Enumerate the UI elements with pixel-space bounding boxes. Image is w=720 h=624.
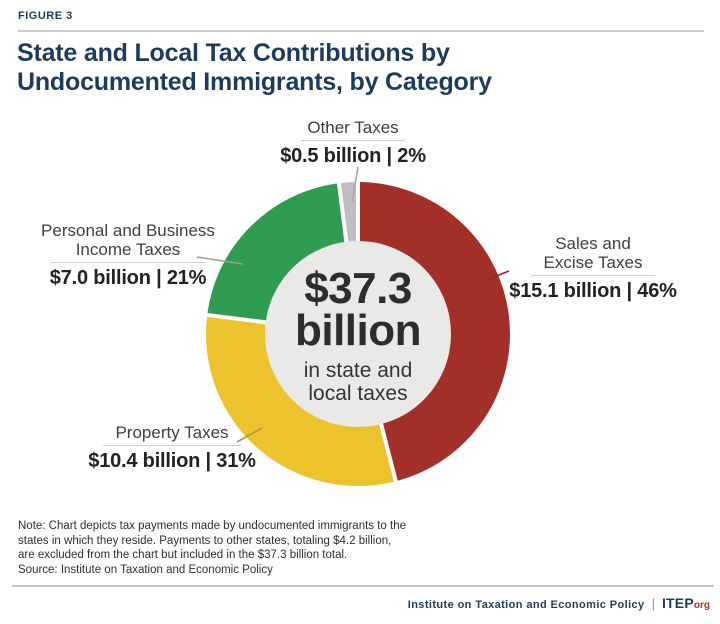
note-line3: are excluded from the chart but included… xyxy=(18,549,348,561)
callout-label-line2: Excise Taxes xyxy=(543,253,643,272)
slice-separator xyxy=(336,180,349,247)
note-line2: states in which they reside. Payments to… xyxy=(18,534,392,547)
callout-label: Property Taxes xyxy=(115,423,229,442)
total-amount: $37.3 xyxy=(304,264,412,313)
callout-label: Personal and Business Income Taxes xyxy=(22,221,234,259)
total-caption-line2: local taxes xyxy=(308,382,408,405)
leader-line-other-taxes xyxy=(351,166,359,203)
note-block: Note: Chart depicts tax payments made by… xyxy=(18,519,406,577)
leader-line-personal-and-business-income-taxes xyxy=(196,256,244,265)
callout-value: $10.4 billion | 31% xyxy=(88,450,256,472)
chart-title: State and Local Tax Contributions by Und… xyxy=(17,39,492,97)
callout-other-taxes: Other Taxes $0.5 billion | 2% xyxy=(253,118,453,168)
chart-title-line2: Undocumented Immigrants, by Category xyxy=(17,68,492,96)
total-caption-line1: in state and xyxy=(303,359,413,382)
itep-logo-suffix: org xyxy=(693,600,710,611)
callout-label: Other Taxes xyxy=(307,118,399,137)
callout-divider xyxy=(50,262,206,263)
donut-hole xyxy=(265,241,451,427)
callout-label-line1: Sales and xyxy=(555,234,631,253)
slice-personal-and-business-income-taxes xyxy=(207,183,347,323)
chart-title-line1: State and Local Tax Contributions by xyxy=(17,39,450,67)
callout-divider xyxy=(531,275,655,276)
note-line1: Note: Chart depicts tax payments made by… xyxy=(18,520,407,532)
figure-label: FIGURE 3 xyxy=(18,10,73,22)
footer-divider xyxy=(12,585,714,587)
footer-separator: | xyxy=(651,596,655,611)
callout-value: $15.1 billion | 46% xyxy=(509,280,677,302)
callout-value: $7.0 billion | 21% xyxy=(49,267,207,289)
itep-logo: ITEPorg xyxy=(662,595,710,613)
footer-org-name: Institute on Taxation and Economic Polic… xyxy=(407,599,645,611)
callout-divider xyxy=(103,445,241,446)
slice-separator xyxy=(204,312,271,325)
callout-divider xyxy=(301,140,405,141)
slice-separator xyxy=(377,418,399,484)
leader-line-sales-and-excise-taxes xyxy=(485,270,510,281)
source-line: Source: Institute on Taxation and Econom… xyxy=(18,563,273,576)
callout-label-line1: Personal and Business xyxy=(41,221,215,240)
total-unit: billion xyxy=(294,306,422,355)
slice-sales-and-excise-taxes xyxy=(358,182,510,482)
callout-value: $0.5 billion | 2% xyxy=(280,145,426,167)
callout-label-line2: Income Taxes xyxy=(75,240,181,259)
slice-property-taxes xyxy=(206,314,396,486)
callout-label: Sales and Excise Taxes xyxy=(506,234,680,272)
total-caption: in state and local taxes xyxy=(238,359,478,405)
itep-logo-text: ITEP xyxy=(661,595,694,611)
callout-sales-excise-taxes: Sales and Excise Taxes $15.1 billion | 4… xyxy=(506,234,680,303)
callout-property-taxes: Property Taxes $10.4 billion | 31% xyxy=(74,423,270,473)
callout-income-taxes: Personal and Business Income Taxes $7.0 … xyxy=(22,221,234,290)
footer: Institute on Taxation and Economic Polic… xyxy=(408,595,710,613)
donut-center-total: $37.3 billion in state and local taxes xyxy=(238,264,478,406)
leader-line-property-taxes xyxy=(236,427,263,443)
header-divider xyxy=(18,30,704,32)
